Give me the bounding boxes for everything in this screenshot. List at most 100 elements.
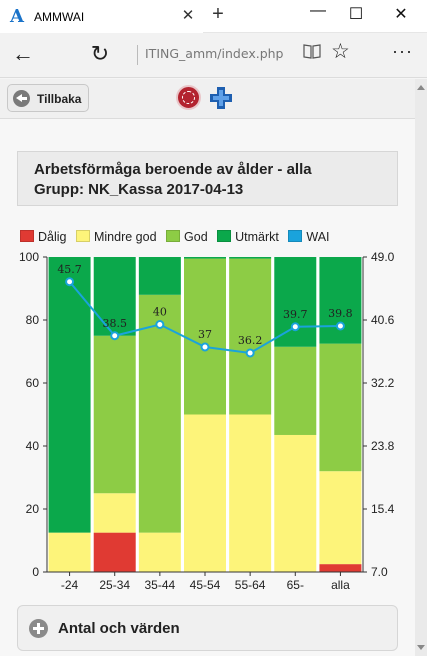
bar-god — [229, 258, 272, 415]
x-tick-label: 65- — [287, 578, 304, 589]
window-titlebar: A AMMWAI ✕ + — ☐ ✕ — [0, 0, 427, 33]
wai-data-label: 39.7 — [283, 308, 308, 321]
accordion-antal-och-varden[interactable]: Antal och värden — [17, 605, 398, 651]
x-tick-label: -24 — [61, 578, 79, 589]
y-tick-label: 80 — [26, 313, 40, 327]
bar-mindre-god — [48, 532, 91, 572]
legend-item-mindre-god[interactable]: Mindre god — [75, 229, 157, 244]
bar-utmärkt — [229, 257, 272, 259]
bar-utmärkt — [319, 257, 362, 344]
plus-icon — [29, 619, 48, 638]
url-field[interactable]: ITING_amm/index.php — [145, 46, 284, 61]
university-seal-icon — [176, 85, 201, 110]
chart-subtitle: Grupp: NK_Kassa 2017-04-13 — [34, 181, 244, 198]
health-cross-icon — [210, 87, 232, 109]
x-tick-label: 45-54 — [190, 578, 221, 589]
bar-god — [138, 294, 181, 533]
x-tick-label: 25-34 — [99, 578, 130, 589]
legend-item-dalig[interactable]: Dålig — [20, 229, 67, 244]
x-tick-label: alla — [331, 578, 350, 589]
y2-tick-label: 32.2 — [371, 376, 395, 390]
refresh-icon[interactable]: ↻ — [90, 41, 110, 66]
wai-data-label: 39.8 — [328, 307, 353, 320]
address-bar: ← ↻ ITING_amm/index.php ☆ ··· — [0, 33, 427, 78]
url-separator — [137, 45, 138, 65]
bar-dålig — [319, 564, 362, 572]
close-icon[interactable]: ✕ — [181, 7, 195, 24]
bar-god — [93, 335, 136, 494]
legend-label: Utmärkt — [235, 229, 279, 244]
wai-point — [290, 322, 300, 332]
legend-label: Dålig — [38, 229, 67, 244]
wai-point — [65, 277, 75, 287]
back-arrow-icon[interactable]: ← — [12, 41, 34, 66]
legend-label: God — [184, 229, 208, 244]
y-tick-label: 100 — [19, 250, 39, 264]
bar-utmärkt — [48, 257, 91, 533]
wai-data-label: 38.5 — [102, 317, 127, 330]
bar-mindre-god — [184, 414, 226, 572]
wai-data-label: 45.7 — [57, 263, 82, 276]
wai-point — [335, 321, 345, 331]
y2-tick-label: 23.8 — [371, 439, 395, 453]
plus-icon[interactable]: + — [212, 3, 224, 25]
star-icon[interactable]: ☆ — [331, 40, 350, 63]
bar-god — [184, 258, 226, 415]
chart-legend: Dålig Mindre god God Utmärkt WAI — [20, 229, 336, 244]
back-button[interactable]: Tillbaka — [7, 84, 89, 112]
back-button-label: Tillbaka — [37, 92, 82, 106]
y2-tick-label: 49.0 — [371, 250, 395, 264]
bar-utmärkt — [138, 257, 181, 295]
y2-tick-label: 15.4 — [371, 502, 395, 516]
bar-mindre-god — [274, 434, 317, 572]
minimize-icon[interactable]: — — [310, 2, 326, 19]
app-header: Tillbaka — [0, 79, 415, 119]
browser-tab[interactable]: A AMMWAI ✕ — [0, 0, 203, 33]
page-content: Tillbaka Arbetsförmåga beroende av ålder… — [0, 79, 415, 656]
maximize-icon[interactable]: ☐ — [348, 6, 364, 23]
legend-swatch — [75, 229, 90, 242]
legend-label: WAI — [306, 229, 330, 244]
wai-data-label: 36.2 — [238, 334, 263, 347]
bar-dålig — [93, 532, 136, 572]
y2-tick-label: 7.0 — [371, 565, 388, 579]
wai-data-label: 40 — [153, 306, 167, 319]
more-icon[interactable]: ··· — [392, 41, 413, 61]
wai-point — [110, 331, 120, 341]
close-icon[interactable]: ✕ — [394, 6, 408, 23]
bar-god — [319, 343, 362, 472]
bar-utmärkt — [93, 257, 136, 336]
book-icon[interactable] — [303, 43, 321, 59]
bar-utmärkt — [274, 257, 317, 347]
legend-item-utmarkt[interactable]: Utmärkt — [217, 229, 279, 244]
wai-data-label: 37 — [198, 328, 212, 341]
accordion-label: Antal och värden — [58, 620, 180, 637]
chart-title: Arbetsförmåga beroende av ålder - alla G… — [17, 151, 398, 206]
wai-point — [155, 320, 165, 329]
legend-label: Mindre god — [93, 229, 157, 244]
wai-point — [200, 342, 210, 352]
bar-mindre-god — [229, 414, 272, 572]
bar-god — [274, 346, 317, 435]
legend-item-god[interactable]: God — [166, 229, 208, 244]
legend-swatch — [20, 229, 34, 242]
legend-swatch — [288, 229, 303, 242]
bar-mindre-god — [319, 471, 362, 565]
scroll-up-icon[interactable] — [417, 85, 425, 90]
tab-title: AMMWAI — [34, 10, 85, 24]
scrollbar[interactable] — [415, 79, 427, 656]
bar-mindre-god — [138, 532, 181, 572]
wai-point — [245, 348, 255, 358]
legend-item-wai[interactable]: WAI — [288, 229, 330, 244]
chart-title-line-1: Arbetsförmåga beroende av ålder - alla — [34, 161, 312, 178]
scroll-down-icon[interactable] — [417, 645, 425, 650]
y-tick-label: 20 — [26, 502, 40, 516]
stacked-bar-chart: 0 20 40 60 80 100 7.0 15.4 23.8 32.2 40.6 49.0 -24 25… — [19, 250, 395, 589]
x-tick-label: 35-44 — [145, 578, 176, 589]
y-tick-label: 0 — [32, 565, 39, 579]
legend-swatch — [217, 229, 232, 242]
arrow-left-icon — [13, 90, 30, 107]
y-tick-label: 40 — [26, 439, 40, 453]
legend-swatch — [166, 229, 181, 242]
bar-mindre-god — [93, 493, 136, 533]
